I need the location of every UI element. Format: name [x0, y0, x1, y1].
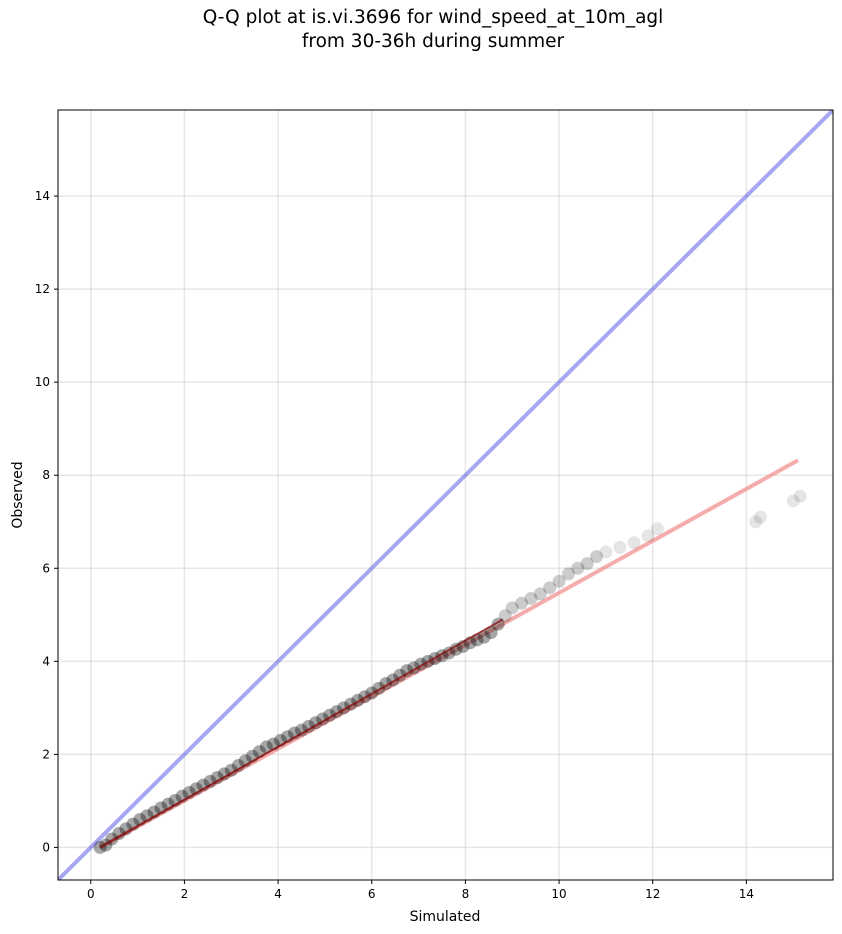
chart-title-line-2: from 30-36h during summer [301, 31, 565, 52]
x-tick-label: 14 [739, 887, 754, 901]
y-tick-label: 10 [35, 375, 50, 389]
reference-line-1to1 [58, 110, 833, 880]
qq-point [210, 771, 224, 785]
y-tick-label: 14 [35, 189, 50, 203]
qq-point [524, 592, 538, 606]
qq-point [561, 567, 575, 581]
axis-ticks: 0 2 4 6 8 10 12 14 0 2 4 6 8 10 12 14 [35, 189, 754, 901]
x-axis-label: Simulated [410, 909, 481, 925]
qq-point [477, 630, 491, 644]
x-tick-label: 12 [645, 887, 660, 901]
qq-point [505, 601, 519, 615]
qq-point [786, 494, 800, 508]
x-tick-label: 10 [551, 887, 566, 901]
qq-point [484, 625, 498, 639]
fit-line-overlay [99, 618, 504, 849]
axes-frame [57, 109, 834, 881]
qq-point [613, 540, 627, 554]
x-tick-label: 0 [87, 887, 95, 901]
qq-point [793, 489, 807, 503]
qq-point [515, 596, 529, 610]
y-axis-label: Observed [10, 461, 26, 528]
qq-point [224, 763, 238, 777]
qq-point [599, 545, 613, 559]
chart-title: Q-Q plot at is.vi.3696 for wind_speed_at… [0, 6, 842, 54]
qq-point [552, 574, 566, 588]
qq-point [442, 646, 456, 660]
qq-point [231, 759, 245, 773]
plot-area [58, 110, 833, 880]
plot-content [58, 110, 833, 880]
qq-point [449, 642, 463, 656]
qq-point [217, 767, 231, 781]
qq-point [627, 536, 641, 550]
fit-line [99, 458, 799, 850]
qq-point [259, 740, 273, 754]
qq-point [302, 719, 316, 733]
qq-point [641, 529, 655, 543]
qq-point [112, 826, 126, 840]
qq-point [571, 561, 585, 575]
y-tick-label: 12 [35, 282, 50, 296]
y-tick-label: 8 [42, 468, 50, 482]
x-tick-label: 8 [462, 887, 470, 901]
qq-point [650, 522, 664, 536]
qq-point [543, 581, 557, 595]
qq-point [753, 510, 767, 524]
x-tick-label: 4 [274, 887, 282, 901]
x-tick-label: 6 [368, 887, 376, 901]
qq-point [580, 557, 594, 571]
y-tick-label: 6 [42, 561, 50, 575]
qq-point [590, 550, 604, 564]
qq-point [203, 774, 217, 788]
y-tick-label: 0 [42, 840, 50, 854]
y-tick-label: 4 [42, 654, 50, 668]
qq-point [400, 664, 414, 678]
qq-point [309, 716, 323, 730]
qq-point [749, 515, 763, 529]
qq-point [533, 587, 547, 601]
x-tick-label: 2 [181, 887, 189, 901]
qq-point [295, 723, 309, 737]
y-tick-label: 2 [42, 747, 50, 761]
chart-title-line-1: Q-Q plot at is.vi.3696 for wind_speed_at… [202, 7, 664, 28]
